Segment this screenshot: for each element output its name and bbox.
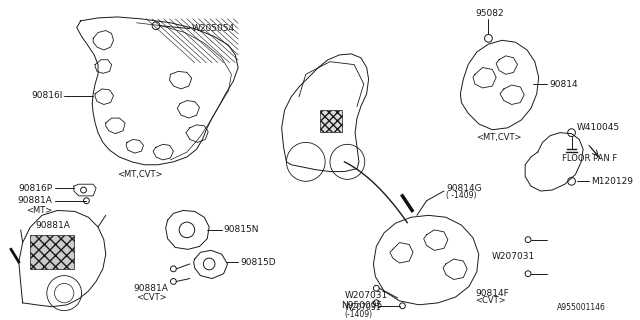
Text: 90814G: 90814G bbox=[446, 184, 481, 193]
Text: 90881A: 90881A bbox=[35, 220, 70, 229]
Text: W410045: W410045 bbox=[577, 123, 620, 132]
Text: 90881A: 90881A bbox=[134, 284, 168, 293]
Text: <CVT>: <CVT> bbox=[475, 296, 506, 305]
Text: 90816P: 90816P bbox=[19, 184, 52, 193]
Text: A955001146: A955001146 bbox=[557, 303, 605, 312]
Bar bbox=[30, 235, 74, 269]
Text: FLOOR PAN F: FLOOR PAN F bbox=[562, 155, 617, 164]
Text: M120129: M120129 bbox=[591, 177, 633, 186]
Text: 90881A: 90881A bbox=[18, 196, 52, 205]
Text: <MT,CVT>: <MT,CVT> bbox=[117, 170, 163, 179]
Text: W207031: W207031 bbox=[492, 252, 535, 261]
Text: W207031: W207031 bbox=[344, 303, 381, 312]
Text: W205054: W205054 bbox=[192, 24, 235, 33]
Text: N950005: N950005 bbox=[342, 301, 383, 310]
Text: 90814F: 90814F bbox=[475, 289, 509, 298]
Bar bbox=[320, 110, 342, 132]
Text: <MT,CVT>: <MT,CVT> bbox=[476, 133, 522, 142]
Text: W207031: W207031 bbox=[344, 291, 388, 300]
Text: 90815D: 90815D bbox=[240, 258, 276, 267]
Text: 90814: 90814 bbox=[549, 80, 578, 89]
Text: 90816I: 90816I bbox=[31, 91, 62, 100]
Text: <CVT>: <CVT> bbox=[136, 293, 166, 302]
Text: 95082: 95082 bbox=[475, 9, 504, 18]
Text: ( -1409): ( -1409) bbox=[446, 191, 476, 200]
Text: <MT>: <MT> bbox=[26, 206, 52, 215]
Text: (-1409): (-1409) bbox=[344, 310, 372, 319]
Text: 90815N: 90815N bbox=[223, 225, 259, 235]
